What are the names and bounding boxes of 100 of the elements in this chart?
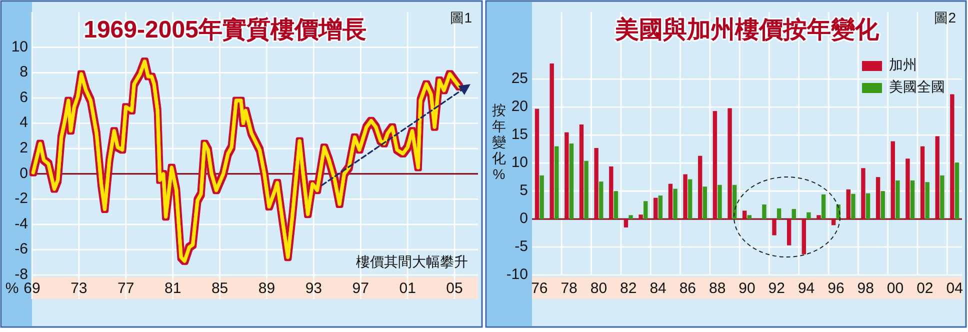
bar <box>702 186 708 220</box>
x-tick-label: 04 <box>946 280 963 297</box>
legend-label: 美國全國 <box>889 78 945 95</box>
bar <box>940 175 944 220</box>
annotation: 圖2 <box>934 10 956 26</box>
bar <box>950 94 954 220</box>
x-tick-label: 80 <box>590 280 608 297</box>
bar <box>821 194 826 220</box>
bar <box>673 188 678 220</box>
bar <box>584 160 588 220</box>
x-tick-label: 89 <box>258 280 276 297</box>
bar <box>624 219 628 228</box>
x-tick-label: 96 <box>828 280 844 297</box>
y-tick-label: -2 <box>14 190 28 208</box>
x-tick-label: 84 <box>650 280 666 297</box>
bar <box>876 177 880 220</box>
legend-label: 加州 <box>889 56 917 73</box>
bar <box>550 63 554 220</box>
annotation: 樓價其間大幅攀升 <box>356 254 468 270</box>
x-tick-label: 90 <box>738 280 756 297</box>
bar <box>954 162 960 220</box>
y-tick-label: 0 <box>20 164 28 182</box>
bar <box>668 184 673 220</box>
bar <box>712 111 718 220</box>
bar <box>851 194 856 220</box>
bar <box>896 180 900 220</box>
y-tick-label: 5 <box>520 182 528 200</box>
x-tick-label: 81 <box>164 280 182 297</box>
bar <box>816 215 821 220</box>
y-axis-title: 按年變化% <box>492 102 506 182</box>
x-tick-label: 85 <box>211 280 228 297</box>
y-tick-label: 6 <box>20 88 28 106</box>
x-tick-label: 97 <box>352 280 369 297</box>
bar <box>866 193 870 220</box>
x-tick-label: 02 <box>916 280 934 297</box>
bar <box>831 219 836 226</box>
bar <box>569 144 574 220</box>
bar <box>935 136 940 220</box>
bar <box>644 201 648 220</box>
y-tick-label: 0 <box>520 210 528 228</box>
bar <box>554 146 559 220</box>
x-tick-label: 82 <box>620 280 637 297</box>
bar <box>609 166 614 220</box>
bar <box>658 196 663 220</box>
bar <box>786 219 792 246</box>
bar <box>638 214 643 220</box>
x-tick-label: 93 <box>305 280 322 297</box>
x-tick-label: 05 <box>446 280 463 297</box>
bar <box>728 108 732 220</box>
bar <box>920 146 925 220</box>
bar <box>890 141 895 220</box>
x-tick-label: 94 <box>798 280 815 297</box>
bar <box>683 174 688 220</box>
x-tick-label: 01 <box>399 280 416 297</box>
bar <box>747 215 752 220</box>
chart-title: 美國與加州樓價按年變化 <box>614 15 880 44</box>
y-tick-label: -5 <box>514 238 528 255</box>
y-tick-label: -4 <box>14 215 28 232</box>
bar <box>792 208 796 220</box>
bar <box>614 191 618 220</box>
x-tick-label: 98 <box>857 280 874 297</box>
y-tick-label: 25 <box>511 70 528 88</box>
bar <box>880 191 885 220</box>
bar <box>776 208 782 220</box>
bar <box>654 198 658 220</box>
bar <box>925 182 930 220</box>
bar <box>802 219 806 254</box>
bar <box>599 182 604 220</box>
y-tick-label: -6 <box>14 240 28 258</box>
y-tick-label: 2 <box>20 140 28 157</box>
x-tick-label: 76 <box>531 280 548 297</box>
x-tick-label: 78 <box>560 280 578 297</box>
bar <box>628 215 633 220</box>
bar <box>910 180 915 220</box>
y-tick-label: 20 <box>511 98 528 116</box>
bar <box>579 124 584 220</box>
y-tick-label: 10 <box>511 154 528 172</box>
bar <box>742 210 747 220</box>
x-tick-label: 88 <box>709 280 726 297</box>
bar <box>564 132 569 220</box>
y-tick-label: 8 <box>20 64 28 81</box>
bar <box>906 158 910 220</box>
chart-title: 1969-2005年實質樓價增長 <box>84 16 366 44</box>
y-tick-label: 15 <box>511 126 528 144</box>
x-tick-label: 00 <box>886 280 904 297</box>
x-tick-label: 77 <box>118 280 134 297</box>
bar <box>540 175 544 220</box>
y-tick-label: 10 <box>11 38 28 56</box>
bar <box>594 148 598 220</box>
x-tick-label: 86 <box>679 280 696 297</box>
bar <box>861 168 866 220</box>
bar <box>772 219 776 236</box>
y-tick-label: -10 <box>506 266 528 283</box>
bar <box>806 212 811 220</box>
bar <box>688 179 692 220</box>
y-tick-label: 4 <box>20 114 28 132</box>
bar <box>698 156 702 220</box>
x-tick-label: 73 <box>70 280 88 297</box>
annotation: 圖1 <box>450 10 472 26</box>
bar <box>762 204 766 220</box>
